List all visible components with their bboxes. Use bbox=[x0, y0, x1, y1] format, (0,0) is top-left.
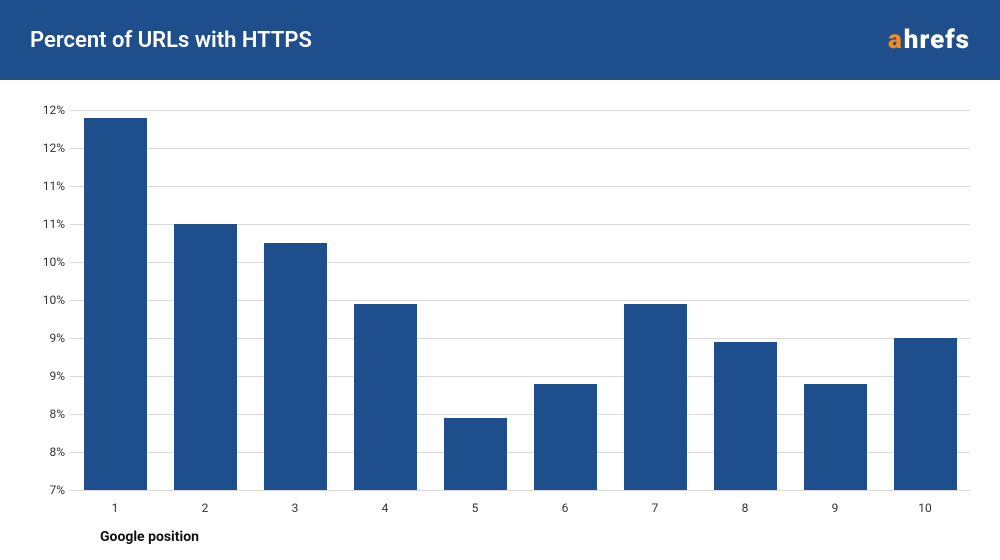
chart-area: 7%8%8%9%9%10%10%11%11%12%12% 12345678910… bbox=[0, 80, 1000, 560]
brand-logo: ahrefs bbox=[888, 25, 970, 55]
bar-slot: 4 bbox=[340, 110, 430, 490]
gridline bbox=[70, 490, 970, 491]
xtick-label: 6 bbox=[562, 501, 569, 515]
bar-slot: 7 bbox=[610, 110, 700, 490]
ytick-label: 11% bbox=[30, 179, 65, 193]
xtick-label: 5 bbox=[472, 501, 479, 515]
xtick-label: 1 bbox=[112, 501, 119, 515]
bar bbox=[894, 338, 957, 490]
bar-slot: 10 bbox=[880, 110, 970, 490]
xtick-label: 10 bbox=[918, 501, 932, 515]
ytick-label: 11% bbox=[30, 217, 65, 231]
ytick-label: 12% bbox=[30, 103, 65, 117]
ytick-label: 7% bbox=[30, 483, 65, 497]
bar-slot: 5 bbox=[430, 110, 520, 490]
ytick-label: 10% bbox=[30, 255, 65, 269]
bar bbox=[444, 418, 507, 490]
chart-title: Percent of URLs with HTTPS bbox=[30, 28, 312, 53]
ytick-label: 8% bbox=[30, 445, 65, 459]
bar bbox=[84, 118, 147, 490]
bar-slot: 3 bbox=[250, 110, 340, 490]
logo-letter-a: a bbox=[888, 25, 903, 55]
chart-header: Percent of URLs with HTTPS ahrefs bbox=[0, 0, 1000, 80]
chart-bars: 12345678910 bbox=[70, 110, 970, 490]
ytick-label: 12% bbox=[30, 141, 65, 155]
xtick-label: 2 bbox=[202, 501, 209, 515]
bar bbox=[534, 384, 597, 490]
bar bbox=[804, 384, 867, 490]
bar-slot: 8 bbox=[700, 110, 790, 490]
bar bbox=[264, 243, 327, 490]
xtick-label: 9 bbox=[832, 501, 839, 515]
xtick-label: 4 bbox=[382, 501, 389, 515]
ytick-label: 9% bbox=[30, 369, 65, 383]
xtick-label: 3 bbox=[292, 501, 299, 515]
ytick-label: 10% bbox=[30, 293, 65, 307]
x-axis-label: Google position bbox=[100, 529, 199, 545]
bar bbox=[174, 224, 237, 490]
xtick-label: 7 bbox=[652, 501, 659, 515]
bar bbox=[714, 342, 777, 490]
bar bbox=[354, 304, 417, 490]
bar-slot: 6 bbox=[520, 110, 610, 490]
bar bbox=[624, 304, 687, 490]
logo-rest: hrefs bbox=[904, 25, 970, 55]
bar-slot: 9 bbox=[790, 110, 880, 490]
bar-slot: 1 bbox=[70, 110, 160, 490]
ytick-label: 9% bbox=[30, 331, 65, 345]
ytick-label: 8% bbox=[30, 407, 65, 421]
bar-slot: 2 bbox=[160, 110, 250, 490]
xtick-label: 8 bbox=[742, 501, 749, 515]
chart-plot: 7%8%8%9%9%10%10%11%11%12%12% 12345678910 bbox=[70, 110, 970, 490]
